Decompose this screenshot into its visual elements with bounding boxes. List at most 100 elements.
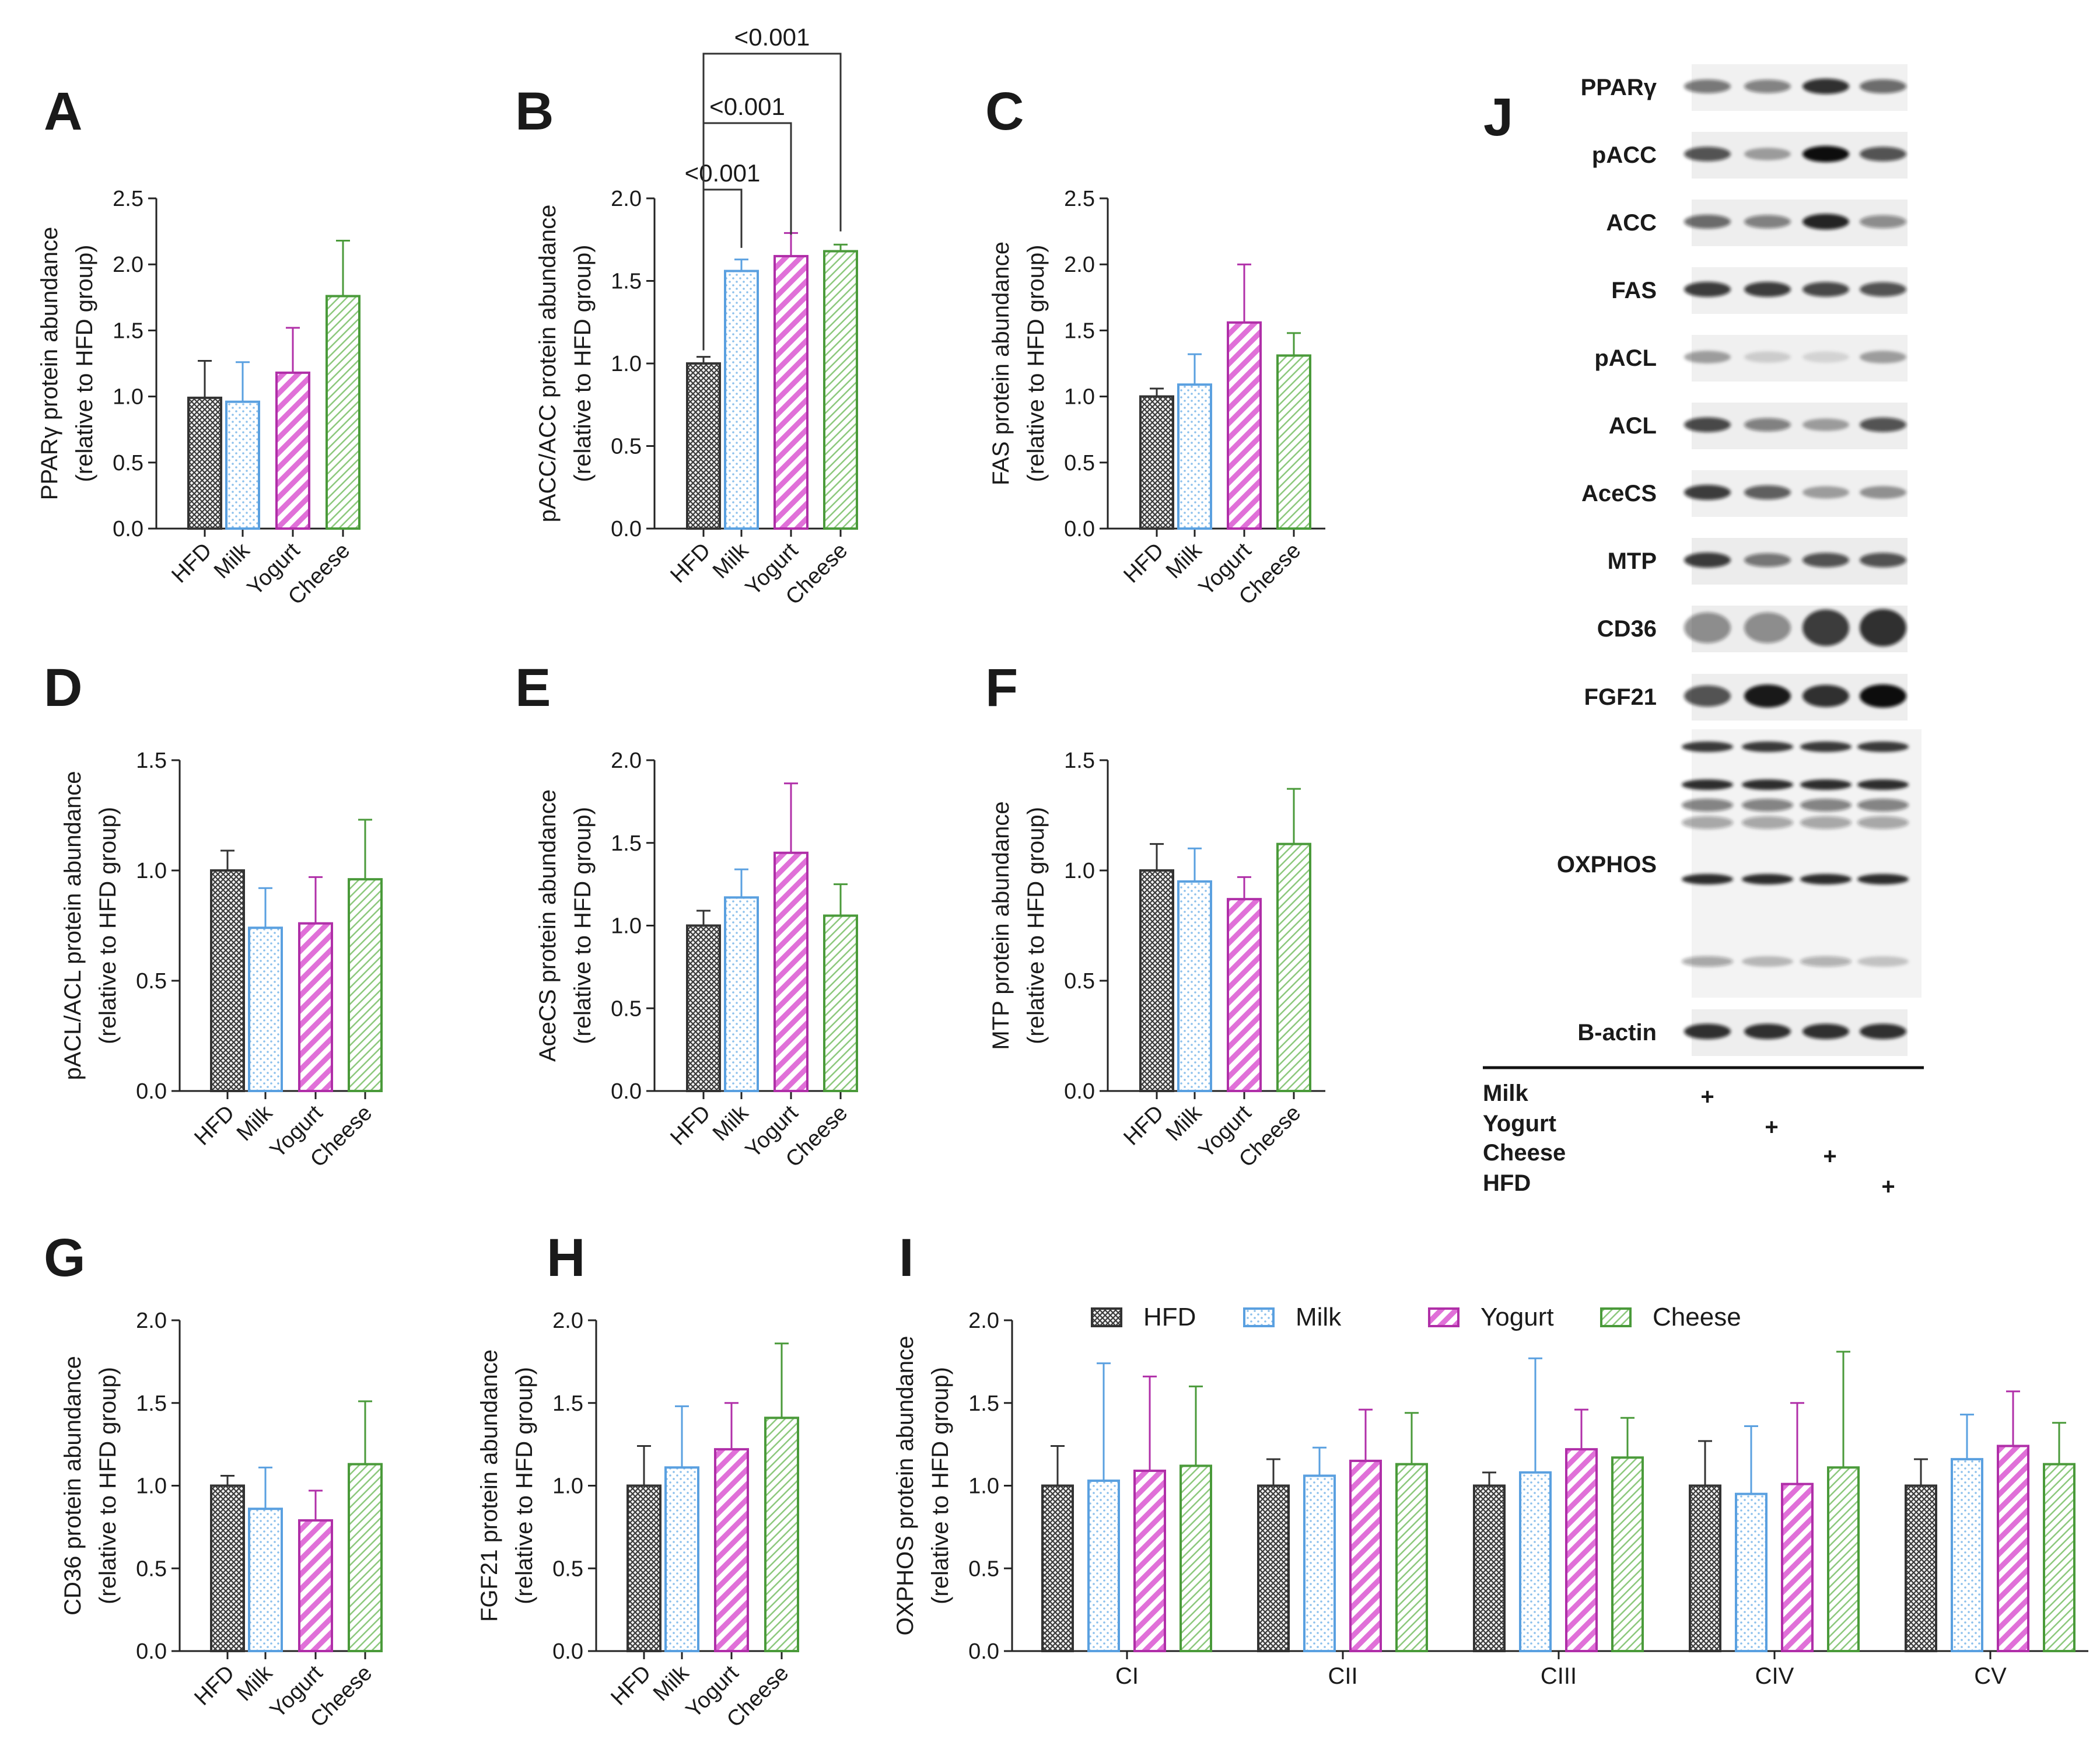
bar-yogurt: [275, 371, 310, 530]
bar-hfd: [1139, 395, 1174, 530]
panel-i: I 0.0 0.5 1.0 1.5 2.0 OXPHOS protein abundance…: [892, 1228, 2088, 1689]
y-tick-label: 0.0: [611, 517, 642, 541]
blot-row-label: AceCS: [1581, 481, 1657, 506]
blot-row-label: ACC: [1606, 210, 1657, 236]
blot-row-cd36: CD36: [1597, 606, 1908, 652]
blot-band: [1860, 552, 1906, 568]
y-axis-label: pACC/ACC protein abundance: [535, 205, 561, 523]
blot-band: [1800, 874, 1852, 884]
y-tick-label: 2.0: [1064, 253, 1095, 277]
blot-band: [1803, 78, 1849, 95]
y-tick-label: 0.0: [1064, 517, 1095, 541]
bar-hfd: [686, 362, 721, 530]
blot-band: [1684, 351, 1731, 363]
bar-milk: [664, 1466, 699, 1652]
blot-row-acl: ACL: [1609, 403, 1908, 449]
y-tick-label: 0.5: [1064, 451, 1095, 475]
blot-row-fgf21: FGF21: [1584, 674, 1908, 721]
blot-band: [1684, 485, 1731, 500]
p-value-label: <0.001: [685, 159, 761, 187]
bar-milk: [1177, 383, 1212, 530]
blot-band: [1860, 417, 1906, 432]
bar-cheese: [326, 295, 360, 530]
blot-band: [1682, 956, 1733, 967]
bar-ci-hfd: [1041, 1484, 1074, 1652]
blot-band: [1744, 553, 1791, 567]
y-axis-label-sub: (relative to HFD group): [570, 245, 596, 482]
y-tick-label: 1.5: [136, 749, 167, 773]
blot-row-label: CD36: [1597, 616, 1657, 642]
blot-band: [1857, 779, 1909, 790]
legend-label-cheese: Cheese: [1653, 1303, 1741, 1331]
blot-band: [1803, 684, 1849, 708]
blot-row-label: FAS: [1611, 278, 1657, 303]
blot-row-acc: ACC: [1606, 200, 1908, 246]
bar-milk: [724, 896, 759, 1093]
blot-row-label: B-actin: [1577, 1020, 1657, 1045]
legend-swatch-cheese: [1600, 1307, 1632, 1327]
panel-e: E 0.0 0.5 1.0 1.5 2.0 AceCS protein abundance (…: [515, 658, 858, 1172]
bar-hfd: [210, 1484, 245, 1652]
x-tick-label: Milk: [232, 1100, 278, 1146]
y-tick-label: 2.5: [113, 187, 144, 211]
y-axis-label-sub: (relative to HFD group): [1023, 245, 1049, 482]
blot-band: [1860, 79, 1906, 93]
treatment-plus-marker: +: [1765, 1114, 1778, 1140]
y-axis-label-sub: (relative to HFD group): [72, 245, 97, 482]
blot-band: [1684, 552, 1731, 568]
y-tick-label: 1.0: [968, 1474, 999, 1499]
blot-band: [1742, 742, 1793, 752]
blot-band: [1857, 799, 1909, 812]
x-tick-label: Milk: [232, 1660, 278, 1706]
blot-band: [1803, 282, 1849, 297]
bar-cheese: [1276, 354, 1311, 530]
y-tick-label: 0.0: [1064, 1079, 1095, 1104]
panel-j-western-blot: J PPARγ pACC ACC FAS pACL ACL AceCS MTP CD36 FGF21…: [1483, 64, 1924, 1200]
treatment-label-milk: Milk: [1483, 1080, 1529, 1106]
bar-yogurt: [774, 851, 808, 1092]
y-tick-label: 1.5: [611, 831, 642, 856]
blot-band: [1682, 874, 1733, 884]
y-tick-label: 2.5: [1064, 187, 1095, 211]
blot-band: [1744, 1023, 1791, 1040]
y-tick-label: 2.0: [136, 1309, 167, 1333]
blot-band: [1682, 799, 1733, 812]
blot-band: [1744, 684, 1791, 708]
panel-f: F 0.0 0.5 1.0 1.5 MTP protein abundance (relat…: [985, 658, 1325, 1172]
bar-milk: [225, 400, 260, 530]
bar-yogurt: [774, 255, 808, 530]
panel-letter: H: [547, 1228, 585, 1288]
y-axis-label-sub: (relative to HFD group): [512, 1367, 537, 1604]
bar-hfd: [187, 396, 222, 530]
y-tick-label: 1.0: [113, 385, 144, 410]
panel-a: A 0.0 0.5 1.0 1.5 2.0 2.5 PPARγ protein abundan…: [37, 82, 360, 610]
panel-d: D 0.0 0.5 1.0 1.5 pACL/ACL protein abundance (…: [44, 658, 383, 1172]
y-axis-label-sub: (relative to HFD group): [95, 807, 121, 1044]
treatment-plus-marker: +: [1881, 1174, 1895, 1200]
bar-hfd: [686, 924, 721, 1092]
blot-band: [1684, 417, 1731, 432]
blot-row-label: ACL: [1609, 413, 1657, 439]
x-tick-label: HFD: [1119, 1101, 1168, 1150]
blot-band: [1682, 779, 1733, 790]
bar-yogurt: [1227, 898, 1262, 1092]
bar-civ-cheese: [1827, 1466, 1860, 1652]
treatment-label-cheese: Cheese: [1483, 1140, 1566, 1166]
blot-band: [1803, 418, 1849, 431]
blot-band: [1800, 779, 1852, 790]
y-tick-label: 1.0: [1064, 385, 1095, 410]
x-tick-label: CI: [1115, 1663, 1139, 1689]
y-tick-label: 1.0: [611, 352, 642, 376]
blot-band: [1742, 816, 1793, 829]
blot-band: [1744, 351, 1791, 363]
y-axis-label: pACL/ACL protein abundance: [60, 771, 86, 1080]
legend-label-milk: Milk: [1296, 1303, 1342, 1331]
bar-cii-yogurt: [1349, 1459, 1382, 1653]
bar-cheese: [348, 878, 383, 1092]
bar-ciii-milk: [1519, 1471, 1552, 1653]
treatment-label-yogurt: Yogurt: [1483, 1111, 1556, 1136]
blot-band: [1744, 612, 1791, 644]
y-tick-label: 1.5: [552, 1391, 583, 1416]
y-tick-label: 0.5: [552, 1557, 583, 1581]
blot-band: [1860, 1023, 1906, 1040]
